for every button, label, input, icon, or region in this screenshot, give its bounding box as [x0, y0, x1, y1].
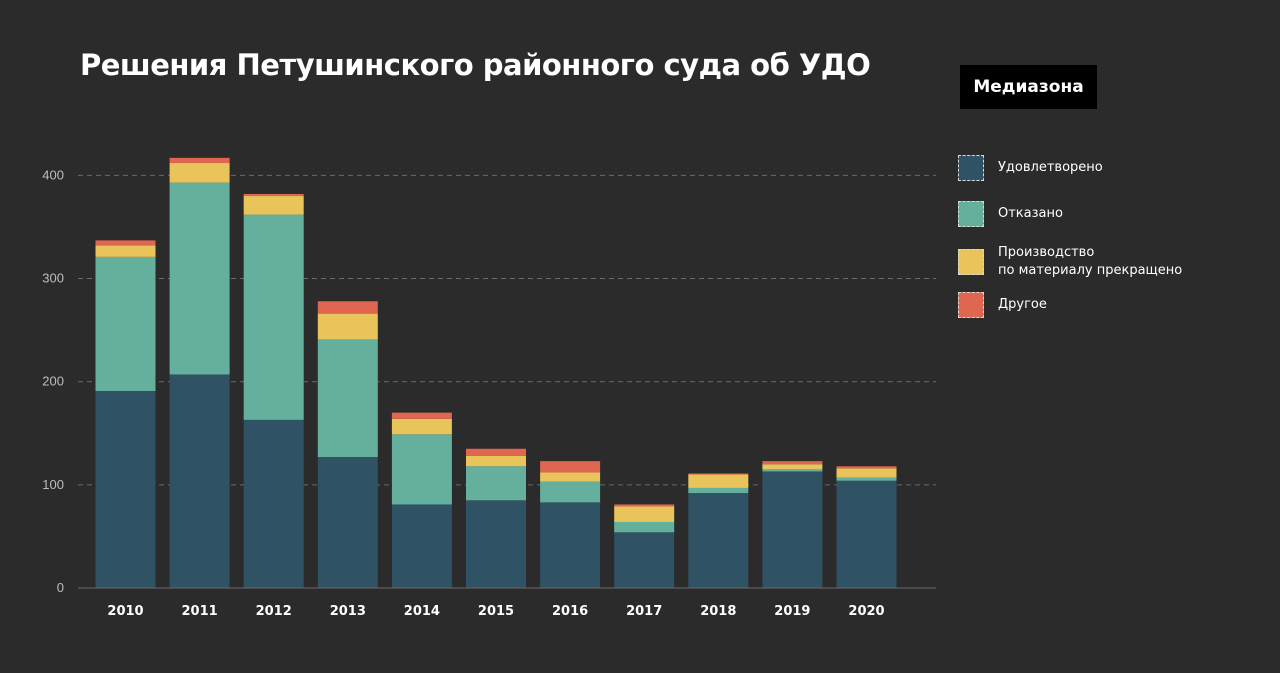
bar-segment: [169, 163, 230, 183]
y-tick-label: 300: [42, 271, 64, 286]
bar-segment: [391, 418, 452, 435]
legend-label: Удовлетворено: [998, 160, 1103, 175]
bar-segment: [466, 466, 526, 501]
bar-stack-2020: [836, 466, 897, 588]
bar-segment: [317, 456, 378, 588]
bar-segment: [614, 506, 675, 522]
bar-segment: [540, 502, 601, 588]
bar-stack-2017: [614, 504, 675, 588]
bar-segment: [540, 461, 601, 473]
legend-label: Другое: [998, 297, 1047, 312]
legend-item-refused: Отказано: [958, 201, 1063, 227]
bar-segment: [836, 468, 897, 478]
chart-title: Решения Петушинского районного суда об У…: [80, 48, 871, 82]
bar-stack-2010: [95, 240, 156, 588]
x-tick-label: 2012: [256, 604, 292, 619]
bar-segment: [243, 196, 304, 215]
bar-segment: [688, 487, 749, 494]
x-tick-label: 2020: [848, 604, 884, 619]
legend: Удовлетворено Отказано Производство по м…: [958, 0, 1258, 673]
bar-segment: [614, 504, 675, 507]
bar-stack-2019: [762, 461, 823, 588]
bar-segment: [540, 481, 601, 503]
bar-stack-2011: [169, 157, 230, 588]
bar-segment: [243, 193, 304, 197]
y-tick-label: 200: [42, 374, 64, 389]
bar-segment: [95, 240, 156, 246]
legend-swatch: [958, 155, 984, 181]
legend-label: Производство по материалу прекращено: [998, 245, 1183, 278]
bar-segment: [540, 472, 601, 482]
x-axis-tick-labels: 2010 2011 2012 2013 2014 2015 2016 2017 2018 2019…: [107, 604, 884, 619]
bar-segment: [391, 412, 452, 419]
x-tick-label: 2019: [774, 604, 810, 619]
legend-swatch: [958, 201, 984, 227]
bar-segment: [391, 504, 452, 588]
bar-segment: [688, 474, 749, 488]
bar-segment: [169, 157, 230, 164]
x-tick-label: 2014: [404, 604, 440, 619]
y-axis-tick-labels: 0 100 200 300 400: [42, 167, 64, 595]
bar-segment: [614, 521, 675, 533]
bars: [95, 157, 897, 588]
brand-logo: Медиазона: [960, 65, 1097, 109]
bar-stack-2013: [317, 301, 378, 588]
bar-segment: [243, 419, 304, 588]
bar-stack-2015: [466, 448, 526, 588]
bar-segment: [688, 473, 749, 475]
bar-segment: [243, 214, 304, 420]
x-tick-label: 2016: [552, 604, 588, 619]
bar-stack-2014: [391, 412, 452, 588]
y-tick-label: 100: [42, 477, 64, 492]
bar-stack-2016: [540, 461, 601, 588]
bar-segment: [391, 434, 452, 505]
brand-name: Медиазона: [973, 77, 1084, 97]
x-tick-label: 2011: [182, 604, 218, 619]
x-tick-label: 2017: [626, 604, 662, 619]
y-tick-label: 0: [57, 580, 64, 595]
legend-swatch: [958, 249, 984, 275]
legend-item-other: Другое: [958, 292, 1047, 318]
bar-segment: [836, 480, 897, 588]
bar-stack-2018: [688, 473, 749, 588]
bar-segment: [762, 469, 823, 472]
legend-item-satisfied: Удовлетворено: [958, 155, 1103, 181]
y-tick-label: 400: [42, 167, 64, 182]
bar-segment: [466, 448, 526, 456]
bar-segment: [169, 182, 230, 375]
bar-segment: [836, 466, 897, 469]
bar-segment: [762, 461, 823, 465]
legend-item-terminated: Производство по материалу прекращено: [958, 244, 1182, 280]
bar-segment: [95, 256, 156, 391]
bar-segment: [95, 245, 156, 257]
bar-segment: [169, 374, 230, 588]
legend-swatch: [958, 292, 984, 318]
bar-stack-2012: [243, 193, 304, 588]
x-tick-label: 2015: [478, 604, 514, 619]
legend-label: Отказано: [998, 206, 1063, 221]
x-tick-label: 2013: [330, 604, 366, 619]
bar-segment: [762, 464, 823, 470]
bar-segment: [317, 301, 378, 314]
x-tick-label: 2018: [700, 604, 736, 619]
bar-segment: [762, 471, 823, 588]
bar-segment: [614, 532, 675, 588]
bar-segment: [466, 500, 526, 588]
x-tick-label: 2010: [107, 604, 143, 619]
bar-segment: [466, 455, 526, 467]
bar-segment: [688, 493, 749, 588]
bar-segment: [317, 313, 378, 340]
bar-segment: [95, 390, 156, 588]
bar-segment: [317, 339, 378, 457]
bar-segment: [836, 477, 897, 481]
